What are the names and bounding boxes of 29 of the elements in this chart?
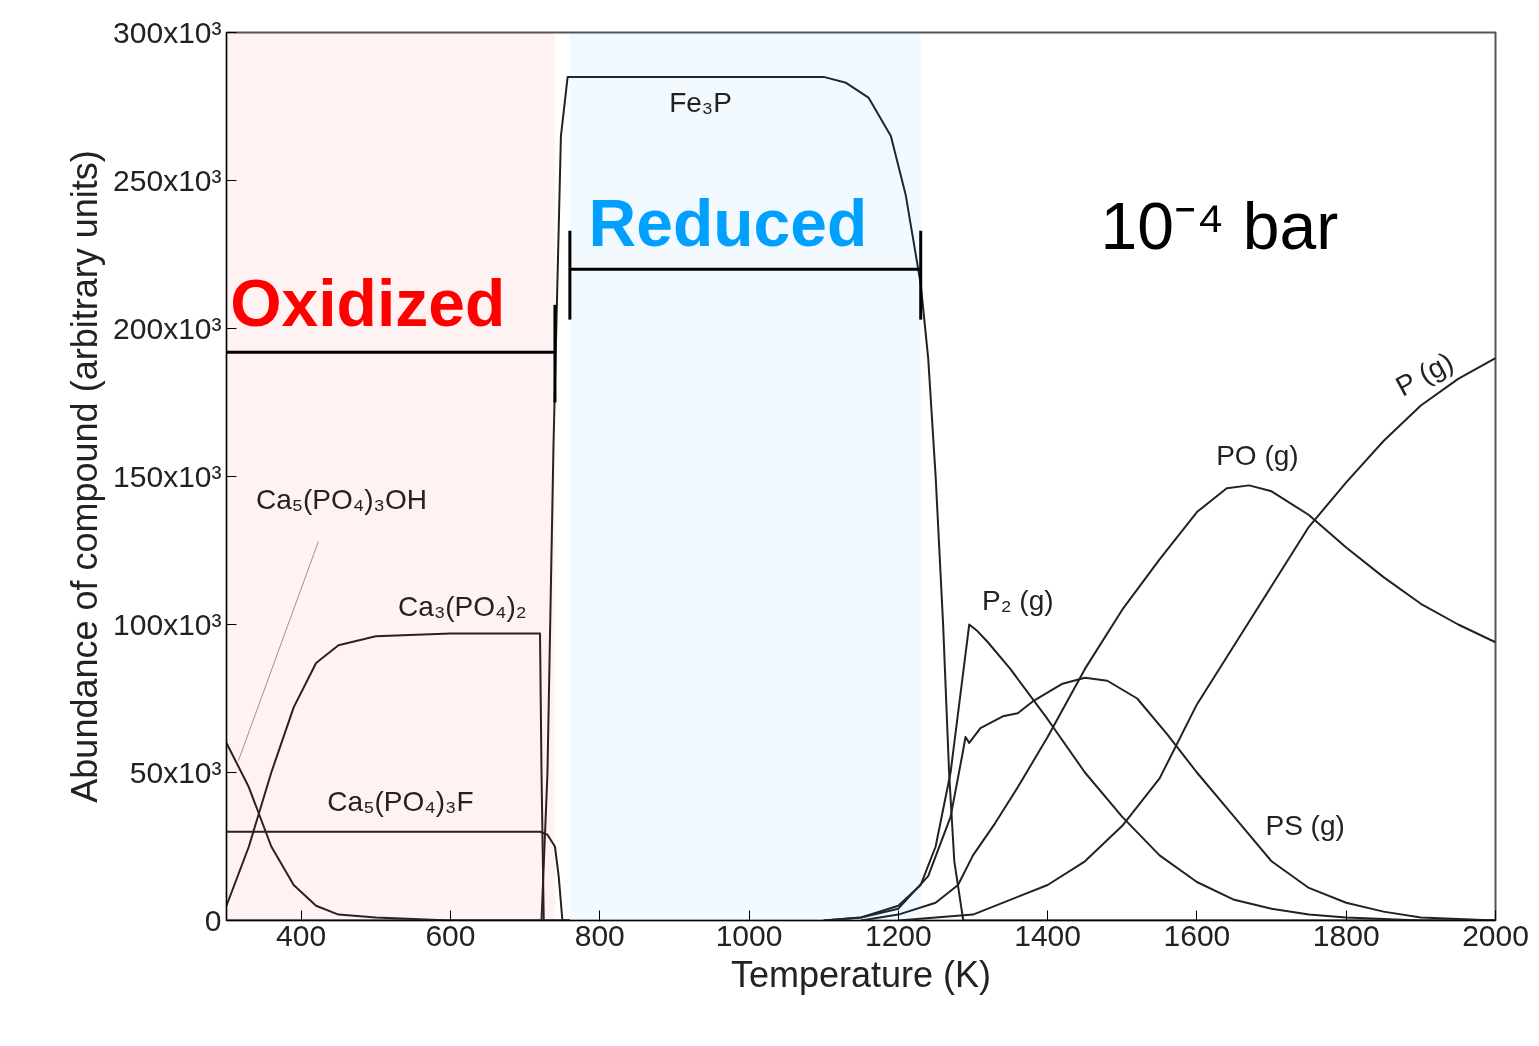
series-label: PO (g)	[1216, 439, 1299, 471]
x-tick-label: 2000	[1462, 918, 1529, 952]
y-tick-label: 250x10³	[113, 164, 222, 197]
x-tick-label: 1000	[715, 918, 783, 952]
y-tick-label: 150x10³	[113, 460, 222, 493]
x-tick-label: 800	[574, 918, 625, 952]
y-tick-label: 200x10³	[113, 312, 222, 345]
series-label: Ca₅(PO₄)₃F	[327, 785, 474, 817]
x-tick-label: 1600	[1163, 918, 1231, 952]
x-tick-label: 1800	[1312, 918, 1380, 952]
x-axis-title: Temperature (K)	[730, 953, 992, 995]
text: P (g)	[1390, 346, 1459, 403]
y-tick-label: 0	[204, 904, 222, 937]
band-label: Reduced	[588, 186, 868, 261]
text: Ca₅(PO₄)₃OH	[255, 483, 427, 515]
band-label: Oxidized	[230, 266, 506, 341]
x-tick-label: 600	[425, 918, 476, 952]
y-axis-title: Abundance of compound (arbitrary units)	[64, 150, 106, 803]
annotation: 10⁻⁴ bar	[1100, 189, 1339, 264]
x-tick-label: 1400	[1014, 918, 1081, 952]
series-label: Fe₃P	[669, 87, 732, 119]
x-tick-label: 400	[276, 918, 327, 952]
series-label: P₂ (g)	[981, 584, 1054, 616]
y-tick-label: 100x10³	[113, 608, 222, 641]
y-tick-label: 50x10³	[129, 756, 222, 789]
series-label: Ca₃(PO₄)₂	[398, 590, 527, 622]
y-tick-label: 300x10³	[113, 16, 222, 49]
x-tick-label: 1200	[864, 918, 932, 952]
series-label: PS (g)	[1265, 809, 1345, 841]
